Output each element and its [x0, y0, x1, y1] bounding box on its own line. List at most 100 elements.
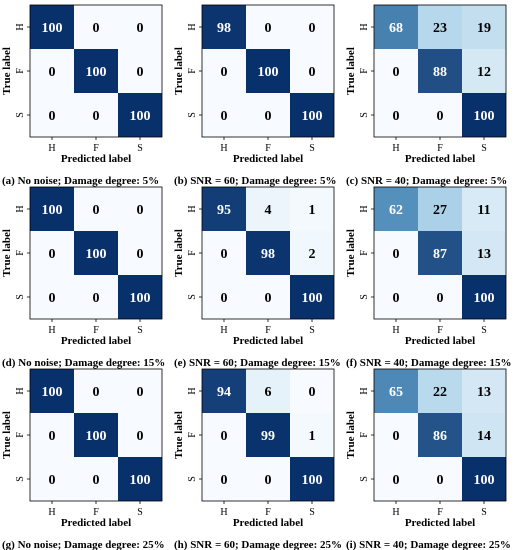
cell-value-label: 87 [433, 247, 447, 262]
cell-value-label: 0 [93, 203, 100, 218]
cell-value-label: 0 [49, 291, 56, 306]
cell-value-label: 98 [261, 247, 275, 262]
cell-value-label: 100 [474, 473, 495, 488]
heatmap-cell [202, 49, 246, 93]
cell-value-label: 0 [437, 109, 444, 124]
heatmap-cell [74, 187, 118, 231]
y-tick-label: H [15, 23, 26, 30]
cell-value-label: 13 [477, 247, 491, 262]
cell-value-label: 0 [265, 291, 272, 306]
cell-value-label: 0 [221, 247, 228, 262]
heatmap-cell [462, 413, 506, 457]
cell-value-label: 100 [130, 291, 151, 306]
heatmap-cell [30, 275, 74, 319]
heatmap-cell [74, 93, 118, 137]
x-tick-label: S [137, 143, 143, 154]
heatmap-cell [246, 231, 290, 275]
cell-value-label: 0 [393, 291, 400, 306]
heatmap-cell [374, 49, 418, 93]
y-axis-label: True label [345, 47, 357, 95]
cell-value-label: 99 [261, 429, 275, 444]
heatmap-cell [202, 187, 246, 231]
heatmap-cell [30, 93, 74, 137]
heatmap-cell [462, 93, 506, 137]
heatmap-cell [246, 49, 290, 93]
heatmap-cell [290, 413, 334, 457]
heatmap-cell [374, 5, 418, 49]
cell-value-label: 100 [130, 473, 151, 488]
x-axis-label: Predicted label [61, 517, 131, 529]
cell-value-label: 0 [49, 473, 56, 488]
cell-value-label: 100 [474, 109, 495, 124]
x-tick-label: F [265, 325, 271, 336]
heatmap-cell [462, 231, 506, 275]
cell-value-label: 0 [265, 109, 272, 124]
heatmap-cell [30, 49, 74, 93]
cell-value-label: 0 [137, 247, 144, 262]
y-tick-label: H [187, 387, 198, 394]
cell-value-label: 19 [477, 21, 491, 36]
cell-value-label: 27 [433, 203, 447, 218]
heatmap-cell [462, 5, 506, 49]
cell-value-label: 0 [221, 473, 228, 488]
x-tick-label: S [309, 325, 315, 336]
cell-value-label: 22 [433, 385, 447, 400]
cell-value-label: 23 [433, 21, 447, 36]
heatmap-cell [118, 413, 162, 457]
x-tick-label: F [93, 507, 99, 518]
cell-value-label: 100 [474, 291, 495, 306]
cell-value-label: 0 [93, 109, 100, 124]
cell-value-label: 0 [93, 21, 100, 36]
heatmap-cell [202, 93, 246, 137]
y-tick-label: F [15, 68, 26, 74]
confusion-matrix-9: 65 22 13 0 86 14 0 0 100 H F S H F S Predicted label Tru… [345, 368, 511, 550]
heatmap-cell [374, 187, 418, 231]
cell-value-label: 0 [437, 291, 444, 306]
heatmap-cell [374, 275, 418, 319]
y-axis-label: True label [173, 47, 185, 95]
heatmap-cell [374, 93, 418, 137]
heatmap-cell [202, 231, 246, 275]
heatmap-cell [246, 93, 290, 137]
cell-value-label: 12 [477, 65, 491, 80]
heatmap-cell [202, 369, 246, 413]
cell-value-label: 11 [477, 203, 490, 218]
cell-value-label: 88 [433, 65, 447, 80]
heatmap-cell [202, 413, 246, 457]
heatmap-cell [418, 369, 462, 413]
cell-value-label: 0 [49, 65, 56, 80]
x-tick-label: H [48, 325, 55, 336]
y-tick-label: H [15, 205, 26, 212]
heatmap-cell [290, 369, 334, 413]
heatmap-cell [462, 457, 506, 501]
x-tick-label: H [220, 325, 227, 336]
x-tick-label: F [437, 325, 443, 336]
x-tick-label: H [48, 143, 55, 154]
heatmap-cell [202, 5, 246, 49]
confusion-matrix-4: 100 0 0 0 100 0 0 0 100 H F S H F S Predicted label True… [1, 186, 165, 369]
y-tick-label: F [187, 68, 198, 74]
heatmap-cell [290, 275, 334, 319]
cell-value-label: 0 [137, 429, 144, 444]
cell-value-label: 0 [137, 21, 144, 36]
x-tick-label: H [220, 507, 227, 518]
cell-value-label: 0 [93, 291, 100, 306]
heatmap-cell [202, 457, 246, 501]
confusion-matrix-3: 68 23 19 0 88 12 0 0 100 H F S H F S Predicted label Tru… [345, 4, 507, 187]
heatmap-cell [290, 93, 334, 137]
heatmap-cell [462, 49, 506, 93]
y-tick-label: F [359, 432, 370, 438]
heatmap-cell [290, 457, 334, 501]
y-tick-label: H [187, 205, 198, 212]
x-tick-label: S [137, 325, 143, 336]
heatmap-cell [374, 231, 418, 275]
x-axis-label: Predicted label [61, 153, 131, 165]
confusion-matrix-6: 62 27 11 0 87 13 0 0 100 H F S H F S Predicted label Tru… [345, 186, 512, 369]
subfigure-caption: (a) No noise; Damage degree: 5% [2, 175, 159, 187]
cell-value-label: 94 [217, 385, 231, 400]
cell-value-label: 65 [389, 385, 403, 400]
cell-value-label: 0 [93, 385, 100, 400]
heatmap-cell [118, 275, 162, 319]
